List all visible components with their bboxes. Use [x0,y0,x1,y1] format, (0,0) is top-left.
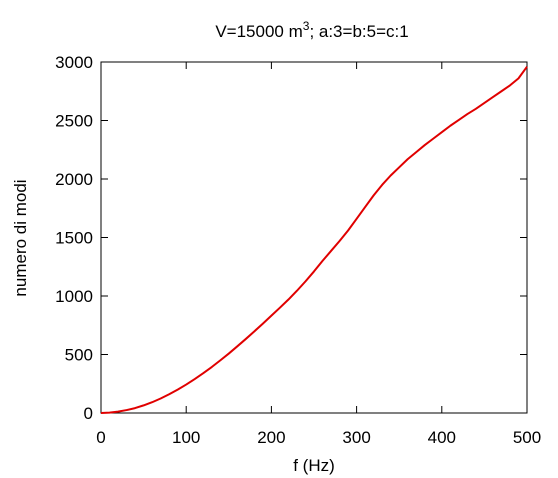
y-tick-label: 0 [84,404,93,423]
x-tick-label: 400 [428,428,456,447]
y-axis: 0 500 1000 1500 2000 2500 3000 [55,53,527,423]
x-tick-label: 300 [342,428,370,447]
y-tick-label: 500 [65,346,93,365]
y-axis-label: numero di modi [11,179,30,296]
plot-frame [100,61,528,414]
x-tick-label: 100 [172,428,200,447]
y-tick-label: 2500 [55,112,93,131]
y-tick-label: 1500 [55,229,93,248]
series-line [100,66,528,414]
x-tick-label: 0 [96,428,105,447]
x-axis-label: f (Hz) [293,456,335,475]
chart-title: V=15000 m3; a:3=b:5=c:1 [215,19,408,41]
y-tick-label: 2000 [55,170,93,189]
y-tick-label: 1000 [55,287,93,306]
series-layer [100,66,528,414]
x-tick-label: 200 [257,428,285,447]
y-tick-label: 3000 [55,53,93,72]
x-tick-label: 500 [513,428,541,447]
x-axis: 0 100 200 300 400 500 [96,62,541,447]
